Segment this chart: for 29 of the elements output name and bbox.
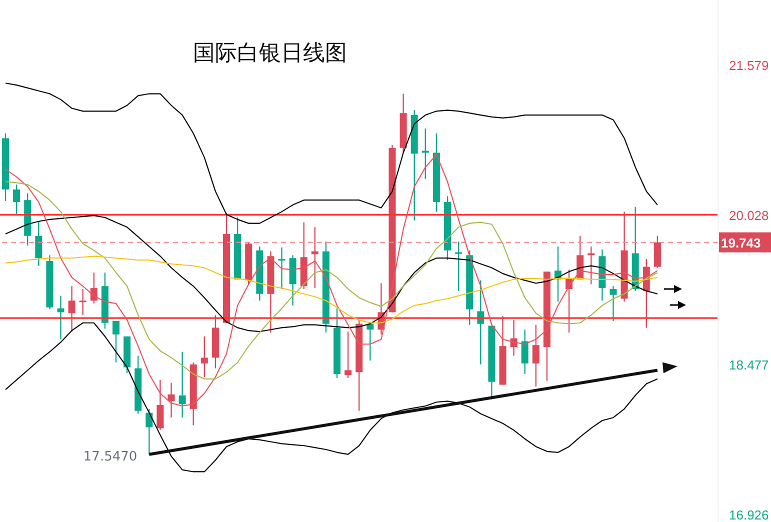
candlestick: [13, 184, 20, 216]
line-series: [4, 181, 658, 380]
candlestick: [521, 329, 528, 375]
line-series: [4, 215, 658, 332]
candlestick: [278, 246, 286, 290]
candlestick: [610, 286, 617, 322]
candlestick: [532, 324, 540, 388]
candlestick: [344, 330, 352, 379]
y-tick-label: 16.926: [729, 508, 769, 522]
line-series: [4, 82, 658, 224]
candlestick: [156, 379, 164, 431]
candlestick: [168, 382, 175, 418]
candlestick: [57, 295, 64, 340]
candlestick: [79, 288, 86, 316]
y-tick-label: 20.028: [729, 208, 769, 223]
line-series: [4, 154, 658, 407]
ref-line-label: 19.743: [721, 235, 761, 250]
candlestick: [112, 320, 120, 364]
candlestick: [178, 351, 186, 418]
text: 国际白银日线图: [193, 40, 347, 68]
candlestick: [68, 286, 76, 332]
candlestick: [35, 220, 42, 266]
candlestick: [200, 336, 208, 378]
line-series: [4, 322, 658, 472]
y-tick-label: 18.477: [729, 358, 769, 373]
annotation: 17.5470: [83, 450, 138, 465]
candlestick: [455, 241, 462, 292]
candlestick: [146, 408, 153, 456]
y-tick-label: 21.579: [729, 58, 769, 73]
